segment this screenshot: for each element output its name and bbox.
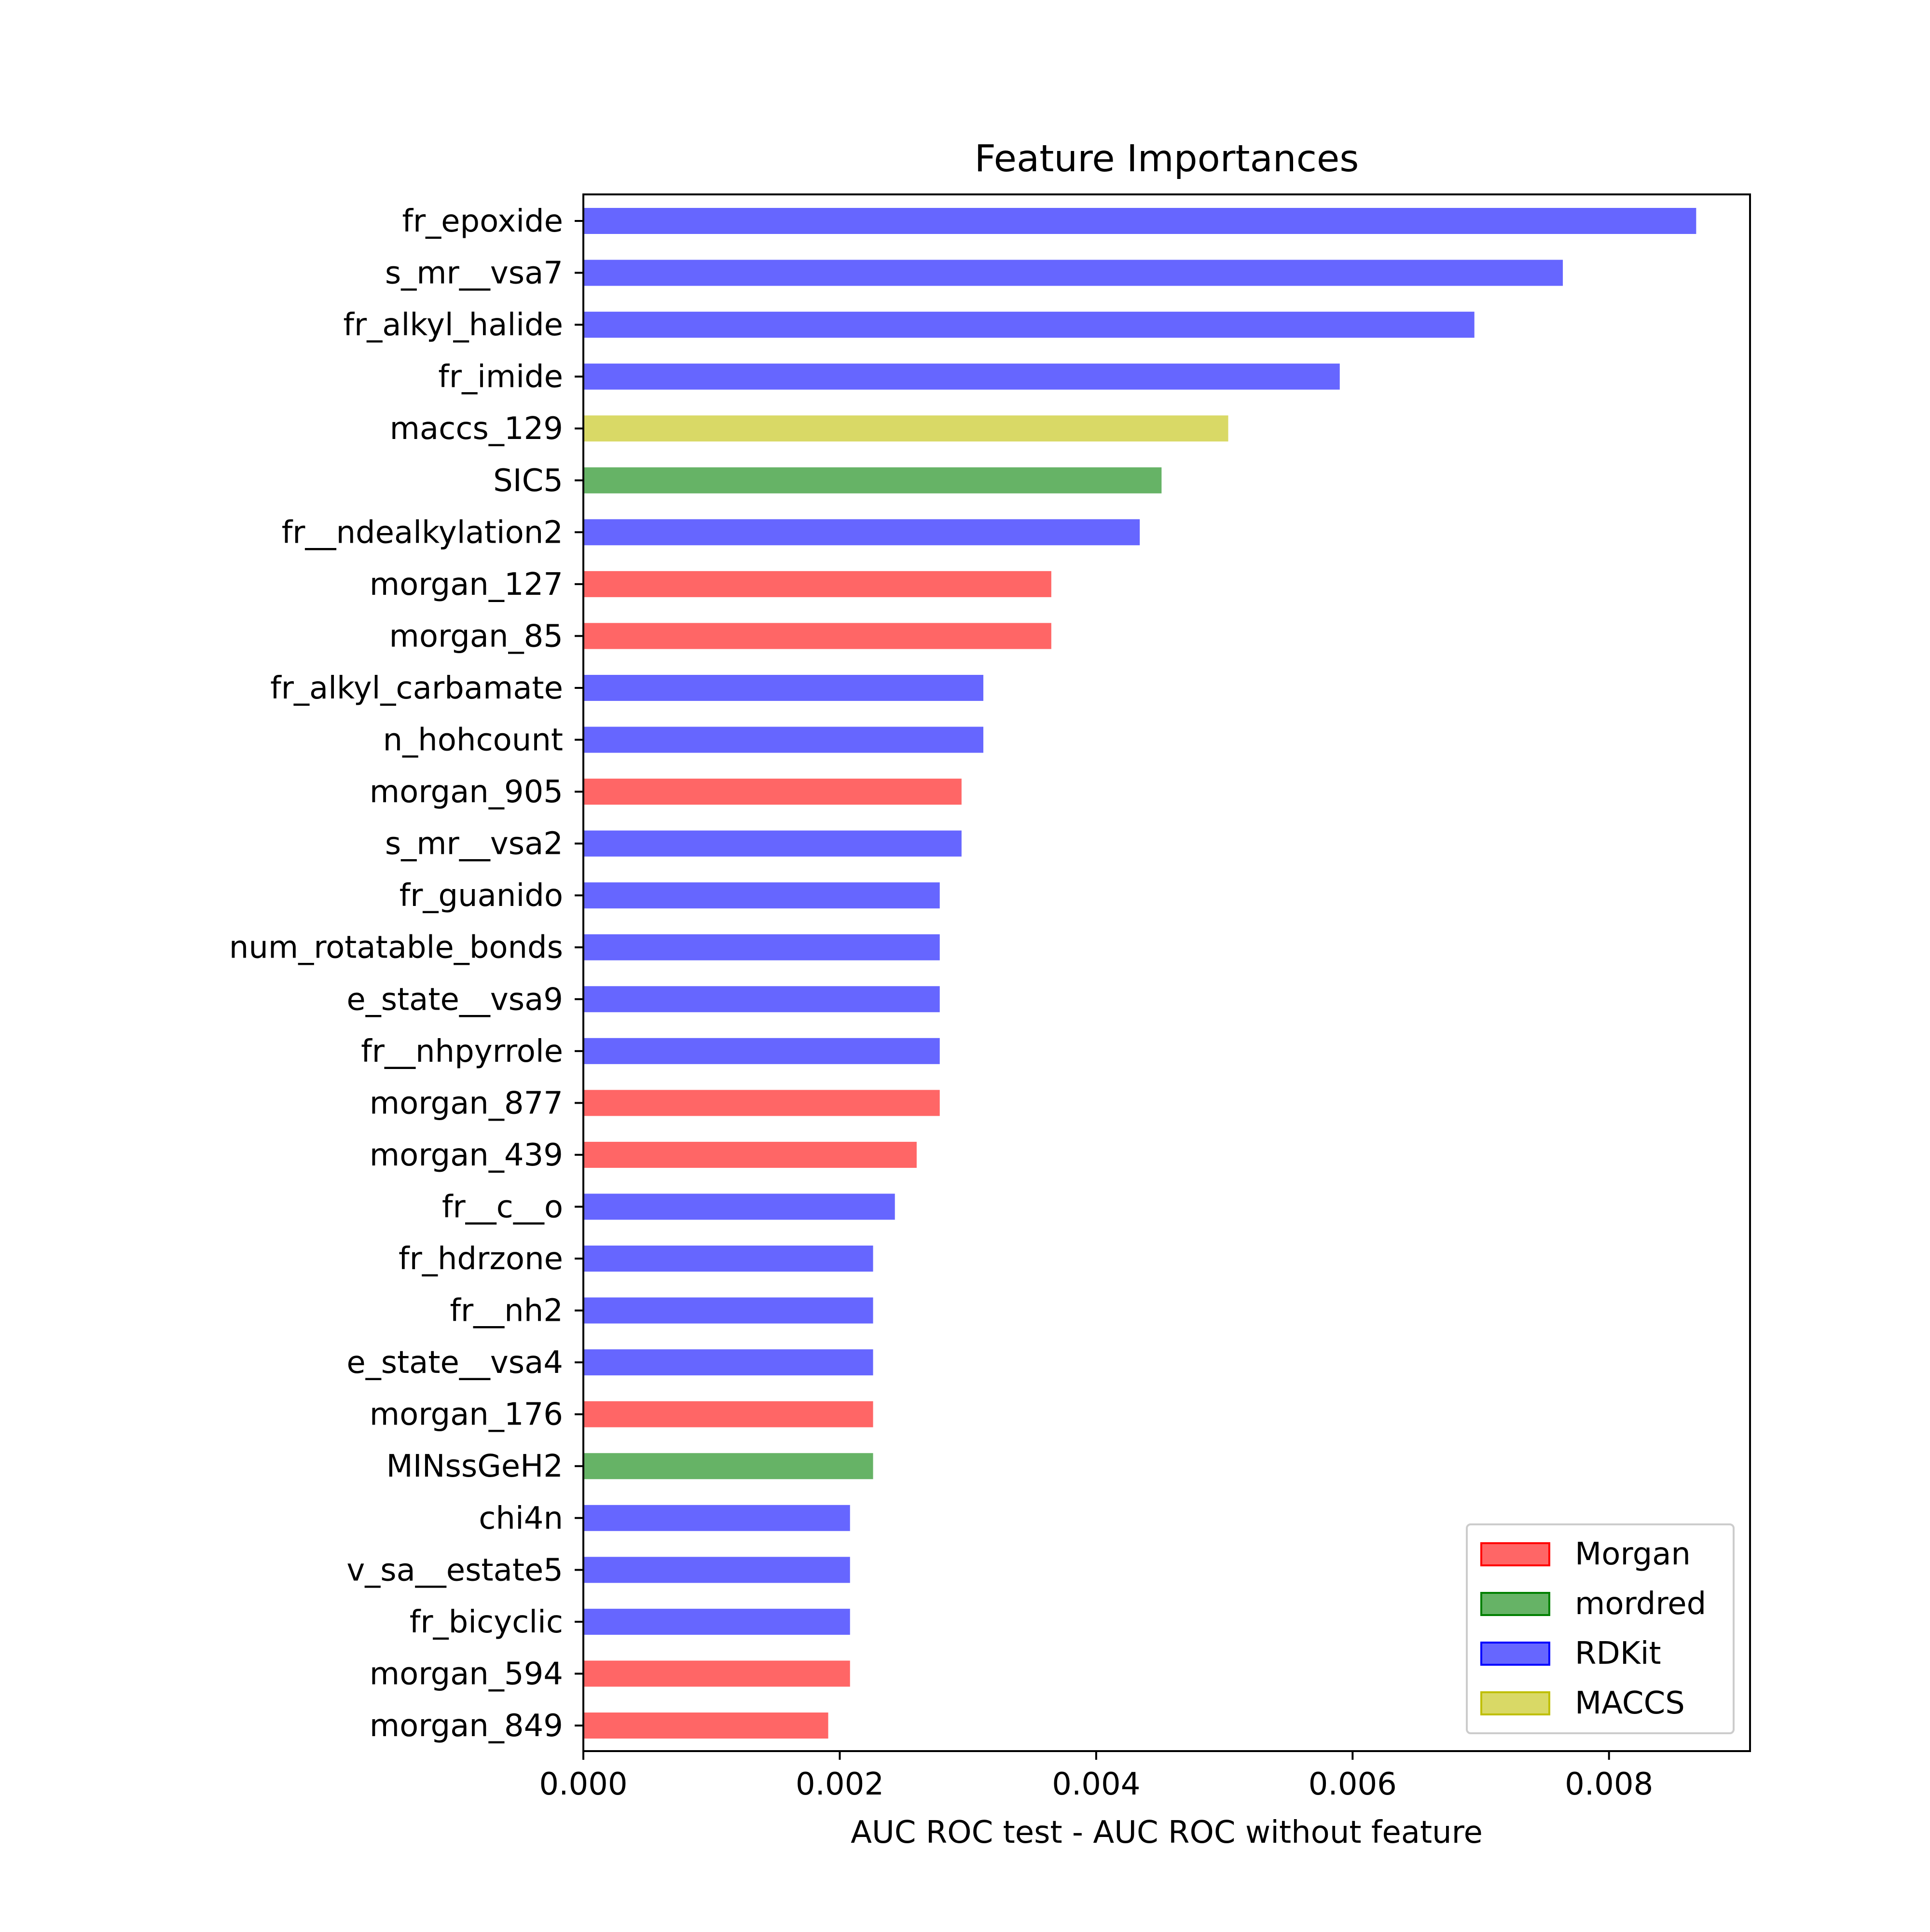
y-tick-label: morgan_127 [370,567,563,603]
plot-frame [582,193,1751,1752]
y-tick-label: num_rotatable_bonds [229,930,563,966]
y-tick-label: fr__c__o [442,1189,563,1225]
bar-morgan-905 [583,779,962,805]
legend-swatch-morgan [1480,1542,1550,1566]
x-tick-label: 0.008 [1565,1767,1653,1802]
chart-title: Feature Importances [975,137,1359,180]
y-tick-label: morgan_849 [370,1708,563,1744]
bar-morgan-85 [583,623,1051,649]
legend-swatch-rdkit [1480,1642,1550,1666]
bar-morgan-877 [583,1090,940,1116]
bar-fr--nh2 [583,1297,873,1324]
y-tick-label: fr_hdrzone [399,1241,563,1277]
legend-swatch-mordred [1480,1592,1550,1616]
bar-fr-bicyclic [583,1608,850,1635]
x-axis-label: AUC ROC test - AUC ROC without feature [851,1815,1483,1850]
x-tick-label: 0.006 [1309,1767,1397,1802]
y-tick-label: fr__ndealkylation2 [282,515,563,550]
y-tick-label: fr__nhpyrrole [361,1034,563,1069]
legend-label-maccs: MACCS [1575,1685,1685,1721]
y-tick-label: s_mr__vsa2 [385,826,563,862]
bar-fr-guanido [583,882,940,909]
bar-morgan-127 [583,571,1051,597]
y-tick-label: morgan_594 [370,1656,563,1692]
y-tick-label: n_hohcount [383,723,563,758]
bar-morgan-176 [583,1401,873,1427]
bar-maccs-129 [583,415,1228,442]
y-tick-label: morgan_85 [389,618,563,654]
y-tick-label: e_state__vsa4 [346,1345,563,1381]
x-tick-label: 0.000 [539,1767,627,1802]
bar-e-state--vsa9 [583,986,940,1013]
bar-sic5 [583,467,1162,493]
y-tick-label: MINssGeH2 [386,1449,563,1484]
bar-fr-epoxide [583,208,1696,234]
bar-morgan-439 [583,1141,917,1168]
bar-num-rotatable-bonds [583,934,940,960]
y-tick-label: fr__nh2 [450,1293,563,1329]
y-tick-label: fr_imide [438,359,563,395]
y-tick-label: chi4n [479,1501,563,1536]
bar-fr--c--o [583,1193,895,1220]
y-tick-label: fr_bicyclic [410,1604,563,1640]
legend-label-morgan: Morgan [1575,1536,1691,1572]
bar-s-mr--vsa7 [583,260,1563,286]
legend: Morgan mordred RDKit MACCS [1466,1523,1735,1734]
bar-minssgeh2 [583,1453,873,1480]
bar-v-sa--estate5 [583,1557,850,1583]
y-tick-label: morgan_905 [370,774,563,810]
bar-e-state--vsa4 [583,1349,873,1376]
bar-fr-alkyl-halide [583,312,1475,338]
bar-chi4n [583,1505,850,1531]
y-tick-label: v_sa__estate5 [346,1552,563,1588]
y-tick-label: fr_epoxide [402,204,563,239]
y-tick-label: s_mr__vsa7 [385,256,563,291]
y-tick-label: fr_guanido [400,878,563,914]
legend-label-mordred: mordred [1575,1586,1706,1622]
bars-layer [583,208,1696,1739]
bar-morgan-849 [583,1713,828,1739]
bar-fr-alkyl-carbamate [583,674,984,701]
legend-box [1466,1523,1735,1734]
legend-swatch-maccs [1480,1691,1550,1715]
legend-label-rdkit: RDKit [1575,1636,1661,1672]
bar-n-hohcount [583,726,984,753]
y-tick-label: morgan_877 [370,1085,563,1121]
y-tick-label: maccs_129 [390,411,563,447]
x-ticks: 0.000 0.002 0.004 0.006 0.008 [539,1751,1653,1802]
x-tick-label: 0.002 [796,1767,884,1802]
y-tick-label: morgan_176 [370,1397,563,1433]
y-tick-label: fr_alkyl_halide [343,307,563,343]
y-tick-labels: fr_epoxide s_mr__vsa7 fr_alkyl_halide fr_im… [229,204,583,1744]
bar-fr--ndealkylation2 [583,519,1140,546]
y-tick-label: fr_alkyl_carbamate [270,671,563,706]
y-tick-label: SIC5 [493,463,563,499]
bar-fr-hdrzone [583,1246,873,1272]
bar-fr--nhpyrrole [583,1038,940,1064]
y-tick-label: morgan_439 [370,1137,563,1173]
bar-s-mr--vsa2 [583,830,962,857]
bar-morgan-594 [583,1660,850,1687]
bar-fr-imide [583,363,1340,390]
x-tick-label: 0.004 [1052,1767,1140,1802]
y-tick-label: e_state__vsa9 [346,982,563,1017]
